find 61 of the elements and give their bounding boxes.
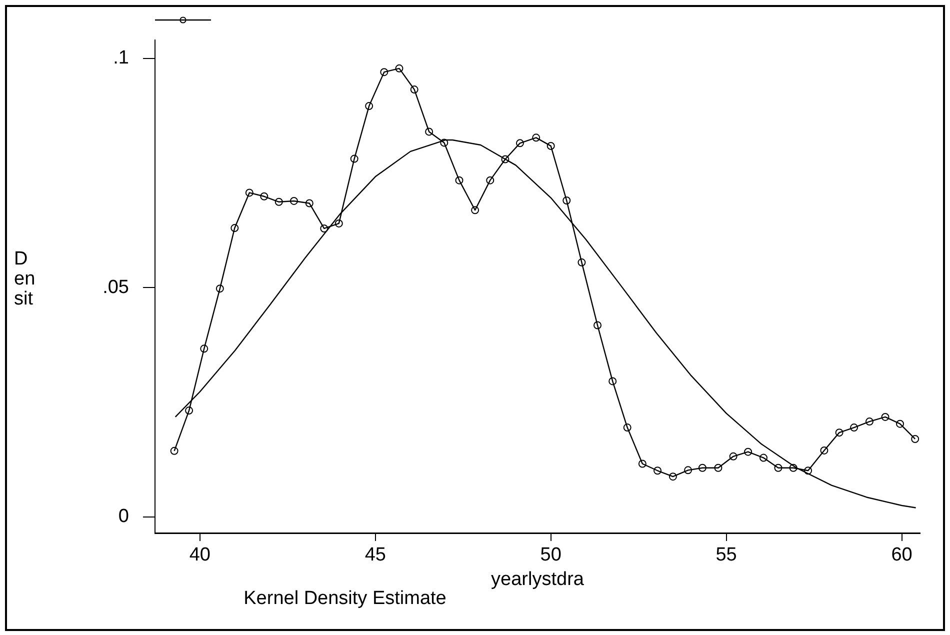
point [911, 434, 920, 443]
point [638, 460, 646, 468]
point [170, 446, 178, 455]
x-tick-label: 55 [716, 544, 737, 566]
y-tick-label: .05 [102, 276, 129, 298]
point [744, 448, 752, 456]
point [578, 258, 586, 266]
point [334, 219, 343, 228]
point [245, 188, 254, 197]
point [290, 196, 298, 205]
y-tick-label: .1 [113, 48, 129, 69]
point [320, 224, 328, 232]
point [274, 198, 283, 206]
point [455, 176, 464, 184]
x-tick-label: 50 [540, 544, 562, 566]
point [305, 199, 314, 208]
point [365, 102, 374, 110]
point [804, 466, 812, 475]
point [562, 196, 571, 205]
point [835, 428, 844, 437]
point [623, 424, 632, 432]
x-axis-title: yearlystdra [491, 568, 584, 590]
point [789, 464, 798, 472]
point [200, 344, 208, 353]
x-tick-label: 40 [189, 544, 210, 566]
text: Kernel Density Estimate [244, 588, 446, 609]
y-tick-label: 0 [118, 506, 129, 528]
point [216, 284, 224, 293]
point [380, 68, 388, 76]
point [654, 466, 662, 475]
point [260, 192, 268, 200]
point [759, 454, 768, 462]
point [501, 155, 510, 164]
point [532, 134, 540, 142]
point [881, 412, 890, 421]
point [850, 424, 858, 432]
point [820, 446, 828, 454]
point [774, 464, 782, 472]
y-axis-title: D en sit [14, 248, 36, 310]
point [395, 64, 404, 72]
point [865, 418, 874, 426]
x-tick-label: 45 [364, 544, 386, 566]
point [729, 452, 738, 460]
point [546, 142, 555, 150]
point [714, 464, 722, 472]
point [896, 420, 904, 428]
point [486, 176, 494, 184]
point [684, 466, 692, 474]
point [410, 86, 418, 94]
point [350, 154, 358, 163]
point [516, 139, 524, 148]
point [440, 138, 448, 147]
point [594, 321, 602, 330]
point [698, 464, 706, 472]
point [185, 406, 194, 415]
point [608, 377, 617, 386]
x-tick-label: 60 [891, 544, 912, 566]
point [668, 472, 677, 481]
point [471, 206, 480, 214]
point [230, 224, 239, 232]
point [425, 128, 434, 136]
